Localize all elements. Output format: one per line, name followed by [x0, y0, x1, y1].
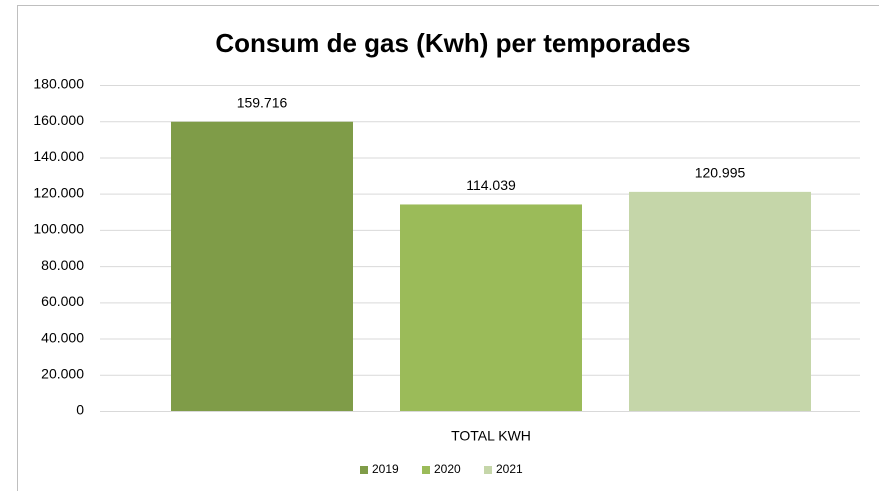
y-tick-label: 40.000 — [41, 329, 84, 345]
legend-swatch — [422, 466, 430, 474]
y-tick-label: 120.000 — [33, 184, 84, 200]
x-tick-label: TOTAL KWH — [451, 428, 531, 444]
chart-title: Consum de gas (Kwh) per temporades — [215, 28, 690, 58]
value-label: 159.716 — [237, 94, 288, 110]
y-tick-label: 180.000 — [33, 76, 84, 92]
y-tick-label: 60.000 — [41, 293, 84, 309]
legend-label: 2021 — [496, 462, 523, 476]
y-tick-label: 80.000 — [41, 257, 84, 273]
y-tick-label: 100.000 — [33, 221, 84, 237]
y-tick-label: 20.000 — [41, 365, 84, 381]
bar — [171, 121, 353, 412]
value-label: 120.995 — [695, 165, 746, 181]
y-tick-label: 160.000 — [33, 112, 84, 128]
y-tick-label: 140.000 — [33, 148, 84, 164]
legend-label: 2019 — [372, 462, 399, 476]
legend-label: 2020 — [434, 462, 461, 476]
value-label: 114.039 — [466, 177, 516, 193]
legend-swatch — [360, 466, 368, 474]
bar — [629, 191, 811, 411]
y-tick-label: 0 — [76, 402, 84, 418]
bar — [400, 204, 582, 411]
legend-swatch — [484, 466, 492, 474]
